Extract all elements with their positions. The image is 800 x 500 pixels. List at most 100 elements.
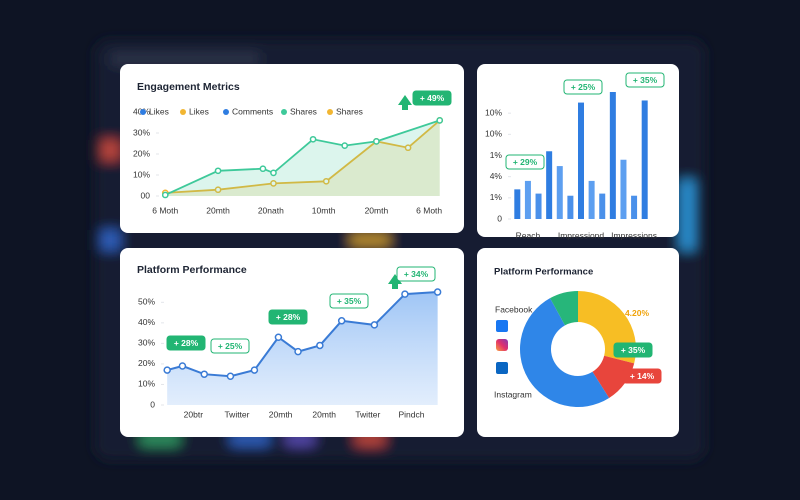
annotation-badge xyxy=(563,79,603,95)
annotation: + 25% xyxy=(571,82,596,92)
point xyxy=(294,347,302,356)
donut-segment xyxy=(519,298,610,408)
panel xyxy=(477,248,679,437)
legend-marker xyxy=(223,109,229,115)
annotation-badge xyxy=(625,72,665,88)
annotation-badge xyxy=(613,342,653,358)
x-tick-label: 20mth xyxy=(312,409,336,419)
bar xyxy=(620,159,627,219)
y-tick-label: 30% xyxy=(133,127,150,137)
legend-label: Likes xyxy=(149,106,169,116)
area xyxy=(165,120,440,196)
x-tick-label: 6 Moth xyxy=(416,205,442,215)
instagram-icon xyxy=(496,339,508,351)
x-tick-label: Twitter xyxy=(355,409,380,419)
legend-label: Shares xyxy=(290,106,317,116)
point xyxy=(370,321,379,329)
x-tick-label: Pindch xyxy=(398,409,424,419)
x-tick-label: Impressiond xyxy=(558,230,605,240)
x-tick-label: Twitter xyxy=(224,409,249,419)
bar xyxy=(567,195,574,219)
y-tick-label: 00 xyxy=(141,190,151,200)
area xyxy=(167,292,438,405)
bar xyxy=(514,189,521,219)
point xyxy=(163,366,171,374)
point xyxy=(161,191,169,199)
annotation-badge xyxy=(210,338,250,354)
y-tick-label: 0 xyxy=(150,399,155,409)
annotation: + 35% xyxy=(621,345,646,355)
x-tick-label: Impressions xyxy=(611,230,657,240)
annotation-badge xyxy=(268,309,308,325)
point xyxy=(226,372,235,380)
bar xyxy=(588,180,595,219)
bar xyxy=(609,92,616,219)
point xyxy=(401,290,409,298)
chart-title: Platform Performance xyxy=(137,264,247,276)
y-tick-label: 20% xyxy=(133,148,150,158)
point xyxy=(270,180,277,187)
y-tick-label: 10% xyxy=(138,379,155,389)
point xyxy=(250,366,259,374)
y-tick-label: 50% xyxy=(138,297,155,307)
annotation: + 29% xyxy=(513,157,538,167)
point xyxy=(433,288,442,296)
annotation: + 28% xyxy=(276,312,301,322)
x-tick-label: 20mth xyxy=(269,409,293,419)
x-tick-label: 20mth xyxy=(206,205,230,215)
x-tick-label: 20btr xyxy=(184,409,204,419)
point xyxy=(337,317,346,325)
y-tick-label: 10% xyxy=(133,169,150,179)
bar xyxy=(599,193,606,219)
legend-marker xyxy=(281,109,287,115)
point xyxy=(341,142,349,149)
point xyxy=(322,177,330,185)
bar xyxy=(535,193,542,219)
legend-label: Comments xyxy=(232,106,273,116)
arrow-icon xyxy=(398,95,412,110)
legend-label: Instagram xyxy=(494,389,532,399)
legend-label: Shares xyxy=(336,106,363,116)
legend-marker xyxy=(327,109,333,115)
annotation: + 49% xyxy=(420,93,445,103)
arrow-icon xyxy=(388,274,402,289)
y-tick-label: 10% xyxy=(485,107,502,117)
legend-marker xyxy=(180,109,186,115)
point xyxy=(373,138,380,145)
y-tick-label: 10% xyxy=(485,129,502,139)
y-tick-label: 1% xyxy=(490,192,503,202)
bar xyxy=(631,195,638,219)
y-tick-label: 4% xyxy=(490,171,503,181)
x-tick-label: Reach xyxy=(516,230,541,240)
annotation-badge xyxy=(412,90,452,106)
annotation-badge xyxy=(622,368,662,384)
point xyxy=(200,370,209,378)
point xyxy=(178,362,187,370)
donut-segment xyxy=(592,355,635,398)
line xyxy=(164,119,441,196)
x-tick-label: 10mth xyxy=(312,205,336,215)
legend-marker xyxy=(140,109,146,115)
point xyxy=(259,165,267,173)
legend-label: Likes xyxy=(189,106,209,116)
y-tick-label: 0 xyxy=(497,213,502,223)
annotation: 4.20% xyxy=(625,308,650,318)
annotation: + 35% xyxy=(337,296,362,306)
y-tick-label: 40% xyxy=(138,317,155,327)
facebook-icon xyxy=(496,320,508,332)
area xyxy=(165,120,440,196)
point xyxy=(316,341,324,350)
annotation: + 34% xyxy=(404,269,429,279)
x-tick-label: 6 Moth xyxy=(152,205,178,215)
point xyxy=(404,144,412,152)
point xyxy=(214,167,222,175)
donut-segment xyxy=(550,291,578,326)
chart-title: Engagement Metrics xyxy=(137,81,240,93)
bar xyxy=(546,151,553,219)
chart-title: Platform Performance xyxy=(494,267,593,278)
x-tick-label: 20mth xyxy=(365,205,389,215)
legend-label: Facebook xyxy=(495,304,533,314)
annotation-badge xyxy=(505,154,545,170)
